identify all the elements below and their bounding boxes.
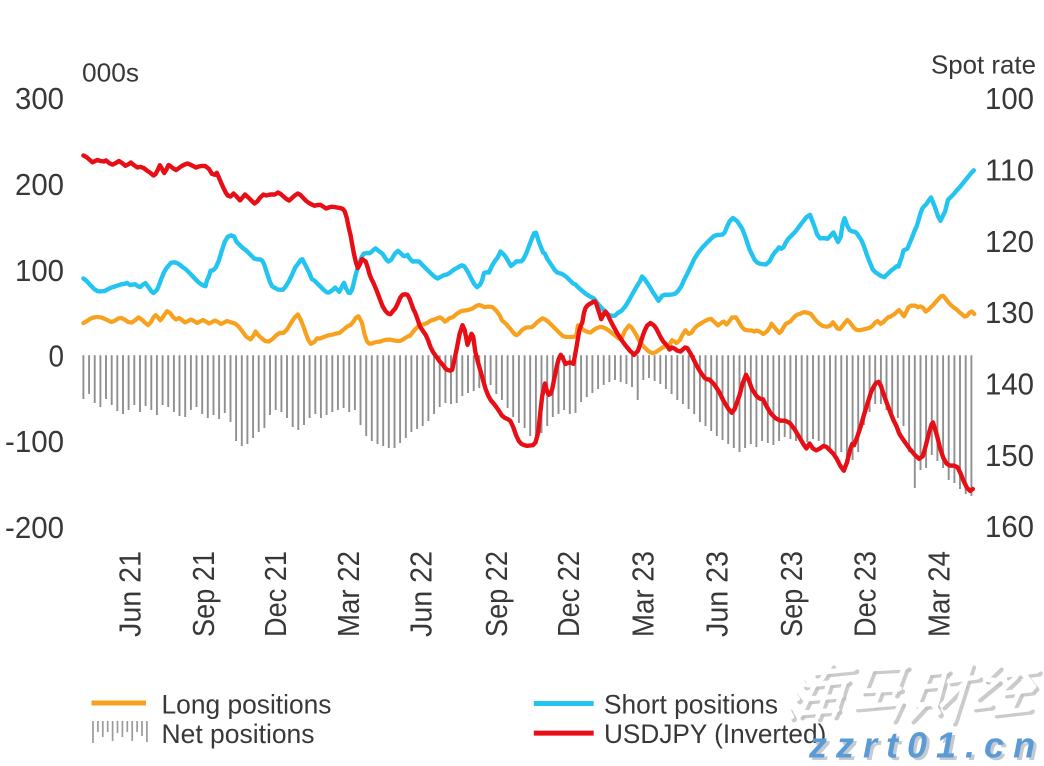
svg-text:120: 120 xyxy=(985,224,1034,259)
svg-text:160: 160 xyxy=(985,509,1034,544)
svg-text:100: 100 xyxy=(985,81,1034,116)
svg-text:Mar 22: Mar 22 xyxy=(331,551,366,637)
svg-text:140: 140 xyxy=(985,367,1034,402)
svg-text:300: 300 xyxy=(15,81,64,116)
svg-text:Mar 24: Mar 24 xyxy=(922,551,957,637)
svg-text:Net positions: Net positions xyxy=(162,719,315,749)
svg-text:0: 0 xyxy=(49,339,65,374)
svg-text:150: 150 xyxy=(985,438,1034,473)
svg-text:Dec 21: Dec 21 xyxy=(258,551,293,637)
svg-text:100: 100 xyxy=(15,253,64,288)
svg-text:Spot rate: Spot rate xyxy=(931,50,1036,80)
svg-text:-100: -100 xyxy=(5,424,64,459)
svg-text:Mar 23: Mar 23 xyxy=(625,551,660,637)
svg-text:Jun 23: Jun 23 xyxy=(700,551,735,637)
svg-text:110: 110 xyxy=(985,153,1034,188)
svg-text:Long positions: Long positions xyxy=(162,689,332,719)
svg-text:Sep 22: Sep 22 xyxy=(479,551,514,637)
svg-text:200: 200 xyxy=(15,167,64,202)
svg-text:Sep 21: Sep 21 xyxy=(186,551,221,637)
svg-text:USDJPY (Inverted): USDJPY (Inverted) xyxy=(604,719,826,749)
svg-text:130: 130 xyxy=(985,295,1034,330)
svg-text:zzrt01.cn: zzrt01.cn xyxy=(811,727,1044,761)
svg-text:Jun 22: Jun 22 xyxy=(404,551,439,637)
svg-text:Dec 22: Dec 22 xyxy=(551,551,586,637)
svg-text:Dec 23: Dec 23 xyxy=(847,551,882,637)
svg-text:Short positions: Short positions xyxy=(604,689,778,719)
svg-text:Jun 21: Jun 21 xyxy=(113,551,148,637)
svg-text:-200: -200 xyxy=(5,510,64,545)
svg-text:zzrt01.cn: zzrt01.cn xyxy=(808,725,1044,762)
svg-text:Sep 23: Sep 23 xyxy=(774,551,809,637)
svg-text:000s: 000s xyxy=(82,58,139,88)
